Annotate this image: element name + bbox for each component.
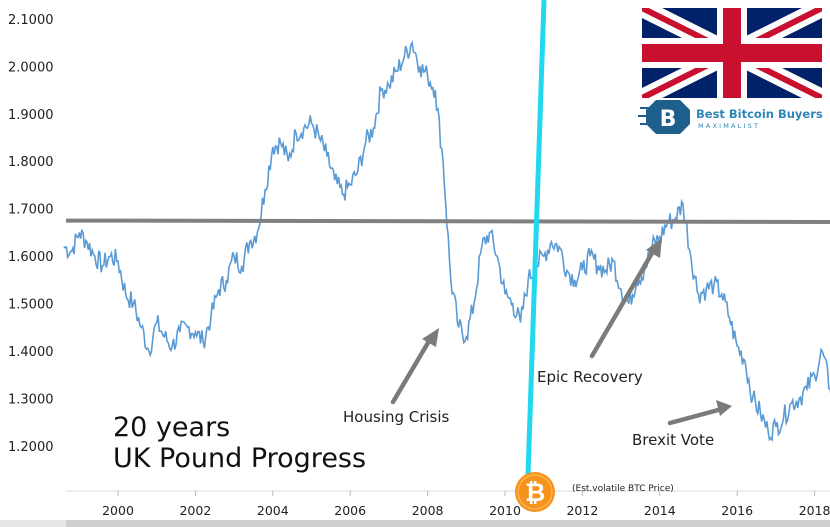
x-tick-label: 2016 [721, 503, 753, 518]
epic-recovery-arrow [589, 245, 658, 359]
scroll-thumb[interactable] [66, 520, 830, 527]
x-tick-label: 2002 [179, 503, 211, 518]
x-tick-label: 2006 [334, 503, 366, 518]
epic-recovery-arrowhead [646, 238, 662, 258]
y-tick-label: 1.4000 [8, 345, 54, 360]
housing-crisis-arrowhead [422, 328, 439, 347]
housing-crisis-arrow [390, 333, 435, 405]
reference-line [65, 218, 830, 224]
y-tick-label: 1.5000 [8, 298, 54, 313]
btc-price-note: (Est.volatile BTC Price) [572, 484, 674, 494]
x-tick-label: 2012 [566, 503, 598, 518]
x-axis: 2000 2002 2004 2006 2008 2010 2012 2014 2016 2018 [102, 491, 830, 518]
annotation-brexit-vote: Brexit Vote [632, 431, 714, 449]
y-tick-label: 1.2000 [8, 440, 54, 455]
svg-text:₿: ₿ [525, 478, 545, 507]
bitcoin-icon: ₿ [515, 472, 555, 512]
annotation-epic-recovery: Epic Recovery [537, 368, 643, 386]
y-tick-label: 1.9000 [8, 108, 54, 123]
x-tick-label: 2010 [489, 503, 521, 518]
y-tick-label: 2.0000 [8, 60, 54, 75]
overlay-title-line-2: UK Pound Progress [113, 443, 366, 474]
brexit-vote-arrow [667, 406, 725, 426]
y-tick-label: 1.8000 [8, 155, 54, 170]
y-tick-label: 1.3000 [8, 393, 54, 408]
gbp-series-line [63, 39, 830, 443]
best-bitcoin-buyers-logo: B Best Bitcoin Buyers MAXIMALIST [638, 100, 823, 134]
annotation-housing-crisis: Housing Crisis [343, 408, 450, 426]
btc-price-line [525, 0, 547, 476]
brexit-vote-arrowhead [716, 400, 732, 416]
logo-tagline: MAXIMALIST [698, 122, 760, 130]
logo-wordmark: Best Bitcoin Buyers [696, 107, 823, 121]
x-tick-label: 2000 [102, 503, 134, 518]
x-tick-label: 2018 [799, 503, 830, 518]
x-tick-label: 2014 [644, 503, 676, 518]
x-tick-label: 2008 [412, 503, 444, 518]
y-tick-label: 1.7000 [8, 203, 54, 218]
uk-flag-icon [642, 8, 822, 98]
svg-text:B: B [660, 107, 677, 132]
x-tick-label: 2004 [257, 503, 289, 518]
y-tick-label: 1.6000 [8, 250, 54, 265]
y-axis: 1.2000 1.3000 1.4000 1.5000 1.6000 1.7000 1.80… [8, 13, 54, 455]
y-tick-label: 2.1000 [8, 13, 54, 28]
overlay-title-line-1: 20 years [113, 412, 230, 443]
